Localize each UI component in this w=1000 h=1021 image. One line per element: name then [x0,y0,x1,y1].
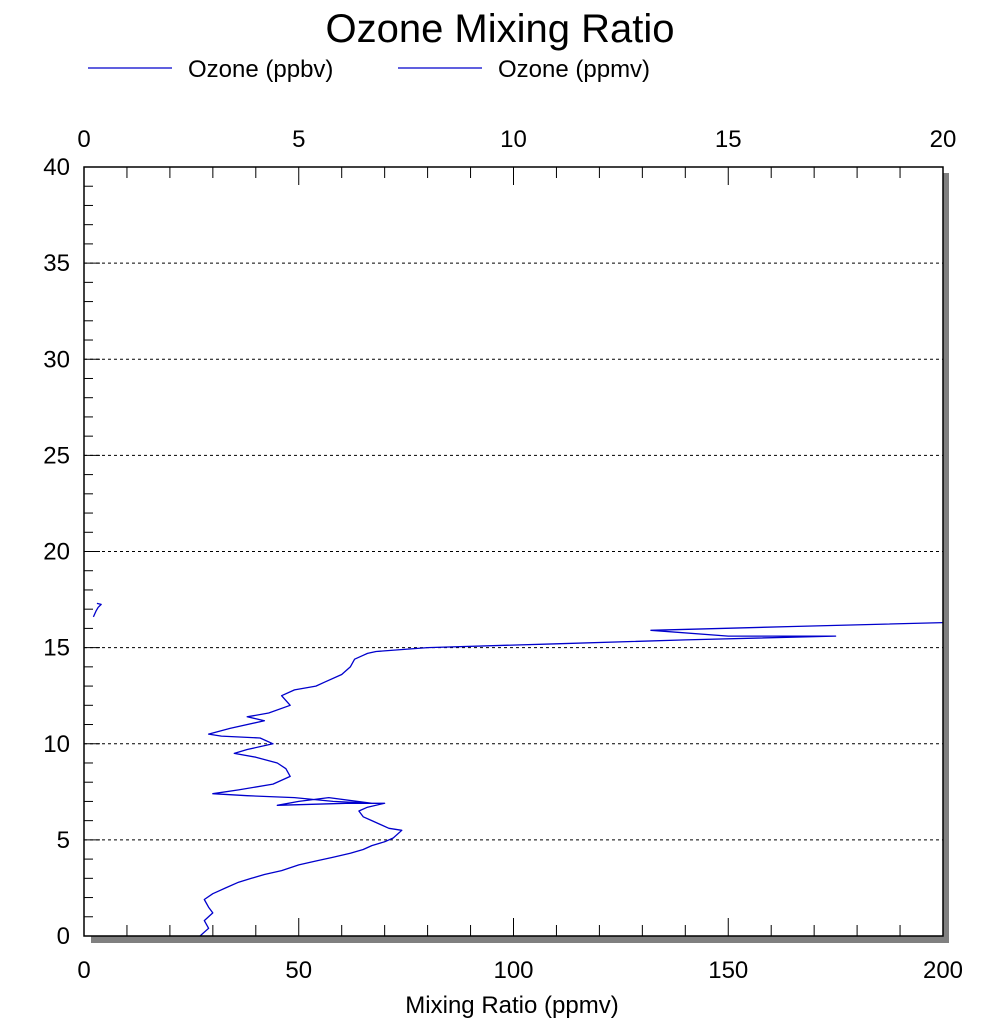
x-top-tick-label: 5 [292,126,305,153]
x-bottom-tick-label: 50 [285,957,312,984]
y-tick-label: 15 [43,635,70,662]
y-tick-label: 5 [57,827,70,854]
plot-shadow-bottom [91,936,949,943]
x-top-tick-label: 0 [77,126,90,153]
x-bottom-tick-label: 100 [493,957,533,984]
x-top-tick-label: 20 [930,126,957,153]
y-tick-label: 0 [57,923,70,950]
legend: Ozone (ppbv) Ozone (ppmv) [88,56,650,83]
x-bottom-tick-label: 200 [923,957,963,984]
y-tick-label: 40 [43,154,70,181]
y-tick-label: 20 [43,539,70,566]
legend-label-ppbv: Ozone (ppbv) [188,56,333,83]
y-tick-label: 35 [43,250,70,277]
x-bottom-tick-labels: 0 50 100 150 200 [77,957,963,984]
series-line-ppmv [199,621,944,937]
legend-label-ppmv: Ozone (ppmv) [498,56,650,83]
y-tick-label: 25 [43,442,70,469]
x-bottom-tick-label: 0 [77,957,90,984]
y-tick-label: 10 [43,731,70,758]
data-series [92,602,944,937]
x-axis-label: Mixing Ratio (ppmv) [405,992,618,1019]
x-top-tick-label: 10 [500,126,527,153]
y-tick-label: 30 [43,346,70,373]
x-top-tick-label: 15 [715,126,742,153]
plot-shadow-right [943,173,949,943]
y-tick-labels: 0 5 10 15 20 25 30 35 40 [43,154,70,950]
series-line-ppbv [92,602,102,618]
grid-lines [84,262,943,841]
x-bottom-tick-label: 150 [708,957,748,984]
chart-title: Ozone Mixing Ratio [325,7,674,51]
plot-frame [83,166,944,937]
axis-ticks [83,166,944,937]
x-top-tick-labels: 0 5 10 15 20 [77,126,956,153]
